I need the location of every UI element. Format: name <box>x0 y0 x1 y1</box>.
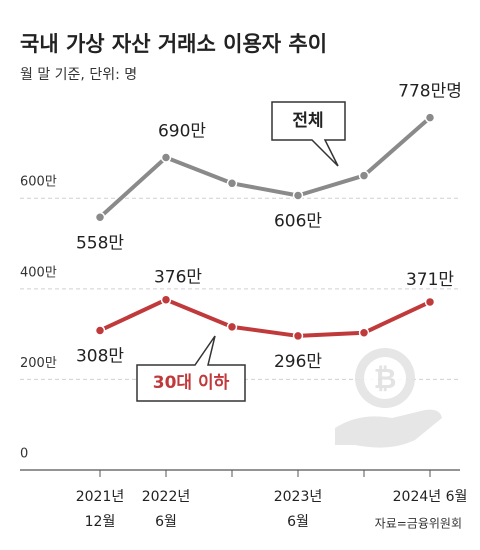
x-tick-label: 6월 <box>287 514 309 530</box>
point <box>226 321 238 333</box>
series-callout: 전체 <box>292 111 323 131</box>
callout-total <box>271 101 346 167</box>
y-tick-label: 200만 <box>20 356 57 371</box>
data-label: 690만 <box>158 121 206 141</box>
point <box>94 325 106 336</box>
x-tick-label: 6월 <box>155 514 177 530</box>
data-label: 376만 <box>154 268 202 288</box>
series-line <box>98 116 432 219</box>
data-label: 308만 <box>76 346 124 366</box>
chart-subtitle: 월 말 기준, 단위: 명 <box>20 67 137 83</box>
point <box>292 190 304 201</box>
x-tick-label: 2024년 6월 <box>393 489 468 505</box>
y-tick-label: 600만 <box>20 175 57 190</box>
x-tick-label: 2022년 <box>142 489 191 505</box>
point <box>160 294 172 305</box>
point <box>226 178 238 189</box>
svg-text:₿: ₿ <box>374 362 397 395</box>
data-label: 606만 <box>274 212 322 232</box>
point <box>160 152 172 163</box>
data-label: 371만 <box>406 270 454 290</box>
series-line <box>99 297 431 338</box>
data-label: 296만 <box>274 352 322 372</box>
point <box>94 212 106 223</box>
point <box>292 330 304 342</box>
chart-title: 국내 가상 자산 거래소 이용자 추이 <box>20 32 327 56</box>
point <box>358 327 370 339</box>
source: 자료=금융위원회 <box>375 517 462 531</box>
point <box>358 170 370 181</box>
data-label: 778만명 <box>398 82 462 102</box>
y-tick-label: 0 <box>20 447 28 462</box>
point <box>424 296 436 308</box>
series-callout: 30대 이하 <box>153 373 230 393</box>
x-tick-label: 2023년 <box>274 489 323 505</box>
callout-young <box>136 335 246 402</box>
x-tick-label: 12월 <box>85 514 116 530</box>
y-tick-label: 400만 <box>20 265 57 280</box>
data-label: 558만 <box>76 233 124 253</box>
x-tick-label: 2021년 <box>76 489 125 505</box>
point <box>424 112 436 123</box>
bitcoin-icon: ₿ <box>335 348 442 448</box>
